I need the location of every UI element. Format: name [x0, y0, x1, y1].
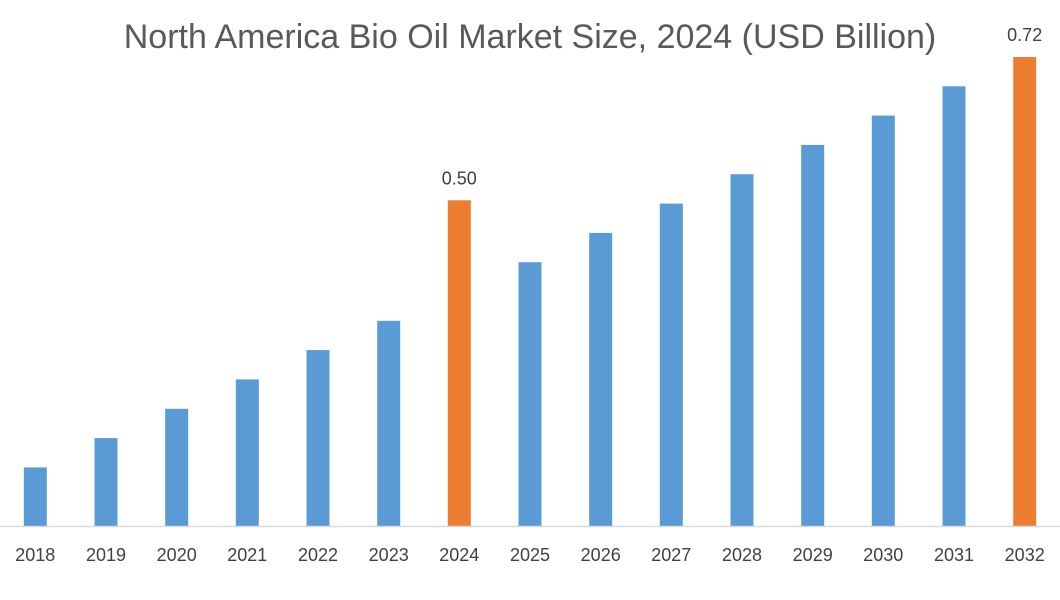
bar-2029	[801, 144, 825, 526]
x-tick-label-2032: 2032	[1005, 545, 1045, 565]
bars-group	[23, 57, 1037, 527]
data-label-2032: 0.72	[1007, 25, 1042, 45]
bar-2031	[942, 86, 966, 527]
x-tick-label-2020: 2020	[157, 545, 197, 565]
x-tick-label-2027: 2027	[651, 545, 691, 565]
bar-2018	[23, 467, 47, 526]
x-tick-labels-group: 2018 2019 2020 2021 2022 2023 2024 2025 2026 2027…	[15, 545, 1044, 565]
bar-2023	[377, 320, 401, 526]
x-tick-label-2024: 2024	[439, 545, 479, 565]
bar-2020	[165, 408, 189, 527]
x-tick-label-2026: 2026	[581, 545, 621, 565]
x-tick-label-2030: 2030	[863, 545, 903, 565]
bar-2025	[518, 262, 542, 526]
bar-2019	[94, 438, 118, 526]
data-label-2024: 0.50	[442, 168, 477, 188]
data-labels-group: 0.50 0.72	[442, 25, 1042, 188]
x-tick-label-2018: 2018	[15, 545, 55, 565]
bar-2026	[589, 232, 613, 526]
chart-title: North America Bio Oil Market Size, 2024 …	[124, 18, 937, 56]
x-tick-label-2025: 2025	[510, 545, 550, 565]
x-tick-label-2028: 2028	[722, 545, 762, 565]
bar-2028	[730, 174, 754, 526]
x-tick-label-2023: 2023	[369, 545, 409, 565]
bar-2024	[447, 200, 471, 527]
x-tick-label-2022: 2022	[298, 545, 338, 565]
bar-2021	[235, 379, 259, 526]
bar-2032	[1013, 57, 1037, 526]
x-tick-label-2021: 2021	[227, 545, 267, 565]
bar-2022	[306, 350, 330, 526]
bar-2027	[659, 203, 683, 526]
bar-2030	[871, 115, 895, 526]
x-tick-label-2031: 2031	[934, 545, 974, 565]
x-tick-label-2029: 2029	[793, 545, 833, 565]
x-tick-label-2019: 2019	[86, 545, 126, 565]
